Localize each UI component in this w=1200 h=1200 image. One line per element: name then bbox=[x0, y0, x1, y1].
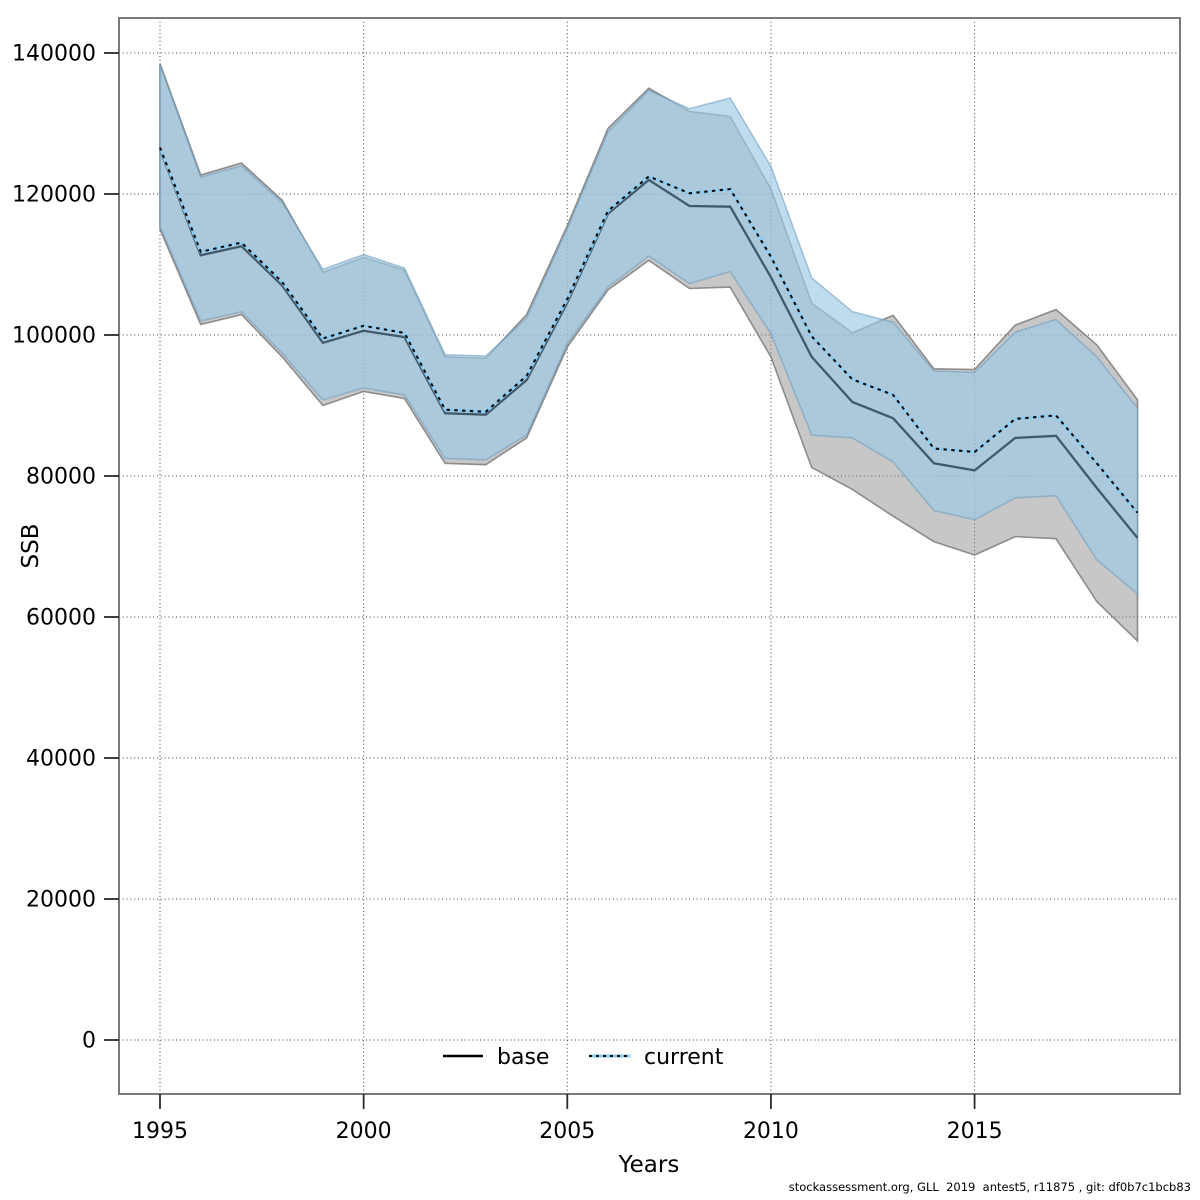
series-lines bbox=[158, 146, 1139, 539]
y-tick-label: 40000 bbox=[26, 747, 96, 772]
y-axis-title: SSB bbox=[18, 524, 44, 569]
legend: base current bbox=[443, 1045, 724, 1070]
current-confidence-band bbox=[159, 64, 1139, 596]
y-tick-label: 100000 bbox=[12, 324, 96, 349]
y-tick-label: 60000 bbox=[26, 606, 96, 631]
x-tick-label: 2005 bbox=[539, 1119, 595, 1144]
x-tick-label: 2010 bbox=[743, 1119, 799, 1144]
x-axis-title: Years bbox=[618, 1152, 680, 1178]
axis-tick-marks bbox=[104, 52, 976, 1109]
x-tick-label: 2000 bbox=[336, 1119, 392, 1144]
x-tick-label: 1995 bbox=[132, 1119, 188, 1144]
x-tick-label: 2015 bbox=[947, 1119, 1003, 1144]
legend-base-label: base bbox=[497, 1045, 549, 1070]
legend-current-label: current bbox=[644, 1045, 724, 1070]
base-series-line bbox=[158, 149, 1139, 539]
footer-note: stockassessment.org, GLL 2019 antest5, r… bbox=[789, 1180, 1191, 1194]
y-tick-label: 120000 bbox=[12, 183, 96, 208]
y-tick-label: 140000 bbox=[12, 42, 96, 67]
axis-tick-labels: 0 20000 40000 60000 80000 100000 120000 140000 1… bbox=[12, 42, 1003, 1145]
confidence-bands bbox=[159, 63, 1139, 643]
plot-border bbox=[118, 17, 1181, 1095]
y-tick-label: 20000 bbox=[26, 888, 96, 913]
current-series-line bbox=[159, 147, 1139, 514]
y-tick-label: 80000 bbox=[26, 465, 96, 490]
y-tick-label: 0 bbox=[82, 1029, 96, 1054]
